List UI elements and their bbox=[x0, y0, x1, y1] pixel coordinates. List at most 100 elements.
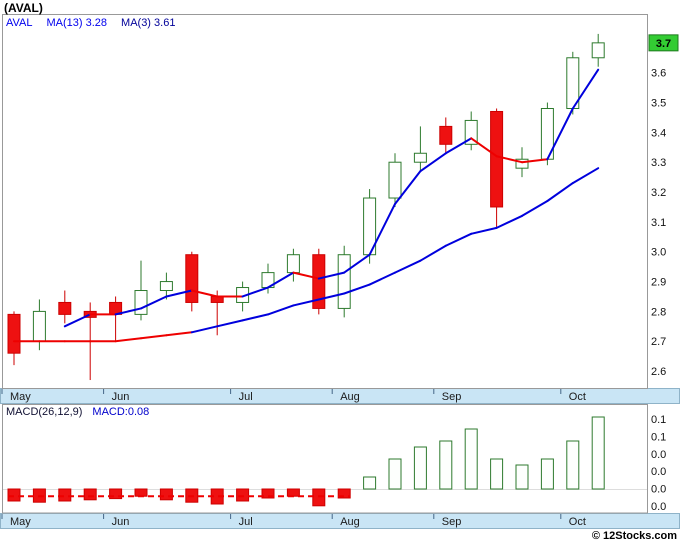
month-label: Aug bbox=[340, 391, 360, 403]
ma13-line-segment bbox=[190, 325, 219, 334]
ma3-line-segment bbox=[63, 313, 92, 328]
macd-bar-negative bbox=[109, 488, 123, 500]
macd-bar-negative bbox=[7, 488, 21, 502]
ma13-line bbox=[13, 167, 600, 343]
ma3-line-segment bbox=[165, 289, 193, 298]
macd-axis-label: 0.0 bbox=[651, 484, 666, 496]
ma3-line-segment bbox=[571, 68, 600, 110]
macd-bar-negative bbox=[312, 488, 326, 507]
ma3-line-segment bbox=[114, 307, 142, 316]
ma3-line-segment bbox=[394, 170, 422, 205]
macd-axis-label: 0.0 bbox=[651, 449, 666, 461]
month-label: Jul bbox=[239, 391, 253, 403]
ma13-line-segment bbox=[368, 271, 396, 286]
candle-body bbox=[312, 254, 326, 309]
macd-bar-positive bbox=[464, 428, 478, 490]
candle-body bbox=[464, 119, 478, 145]
macd-bar-positive bbox=[413, 446, 427, 490]
macd-bar-positive bbox=[591, 416, 605, 490]
macd-bars bbox=[7, 416, 605, 507]
macd-axis-label: 0.0 bbox=[651, 501, 666, 513]
price-label: 3.5 bbox=[651, 98, 666, 110]
price-plot-border bbox=[2, 14, 648, 389]
ma13-legend: MA(13) 3.28 bbox=[46, 17, 108, 29]
ma13-line-segment bbox=[495, 214, 523, 229]
macd-bar-negative bbox=[261, 488, 275, 499]
ma13-line-segment bbox=[317, 292, 346, 301]
ma3-line-segment bbox=[190, 289, 219, 298]
ma3-line-segment bbox=[470, 137, 498, 158]
price-label: 2.6 bbox=[651, 366, 666, 378]
ma13-line-segment bbox=[165, 331, 193, 337]
ma3-line-segment bbox=[521, 158, 549, 164]
candle-body bbox=[32, 310, 46, 342]
ma13-line-segment bbox=[267, 304, 295, 316]
ma13-line-segment bbox=[419, 244, 447, 262]
candle-body bbox=[159, 281, 173, 292]
ma3-line bbox=[63, 68, 600, 328]
candle-body bbox=[490, 110, 504, 208]
macd-bar-positive bbox=[388, 458, 402, 490]
ma3-line-segment bbox=[368, 202, 396, 256]
macd-value-label: MACD:0.08 bbox=[92, 406, 150, 418]
symbol-label: AVAL bbox=[6, 17, 33, 29]
macd-bar-negative bbox=[286, 488, 300, 497]
last-price-label: 3.7 bbox=[656, 38, 671, 50]
month-label: May bbox=[10, 391, 31, 403]
price-label: 3.0 bbox=[651, 247, 666, 259]
candles bbox=[7, 33, 605, 381]
ma3-line-segment bbox=[419, 152, 447, 173]
candle-body bbox=[134, 290, 148, 315]
ma13-line-segment bbox=[394, 259, 422, 274]
chart-title: (AVAL) bbox=[4, 1, 43, 15]
ma13-line-segment bbox=[546, 182, 574, 202]
candle-body bbox=[515, 158, 529, 169]
ma13-line-segment bbox=[140, 334, 168, 340]
price-label: 3.3 bbox=[651, 157, 666, 169]
price-legend: AVAL MA(13) 3.28 MA(3) 3.61 bbox=[6, 17, 175, 29]
ma3-legend: MA(3) 3.61 bbox=[121, 17, 176, 29]
candle-body bbox=[591, 42, 605, 59]
ma3-line-segment bbox=[241, 286, 269, 298]
candle-body bbox=[413, 152, 427, 163]
ma13-line-segment bbox=[521, 200, 549, 217]
macd-bar-positive bbox=[540, 458, 554, 490]
ma3-line-segment bbox=[546, 107, 574, 161]
ma13-line-segment bbox=[241, 313, 269, 322]
macd-axis-label: 0.0 bbox=[651, 466, 666, 478]
month-label: Jul bbox=[239, 516, 253, 528]
month-axis-band: May Jun Jul Aug Sep Oct bbox=[0, 513, 680, 529]
price-label: 2.8 bbox=[651, 306, 666, 318]
ma13-line-segment bbox=[444, 232, 473, 247]
ma13-line-segment bbox=[292, 298, 320, 307]
macd-legend: MACD(26,12,9) MACD:0.08 bbox=[6, 406, 149, 418]
ma3-line-segment bbox=[317, 271, 346, 280]
ma13-line-segment bbox=[114, 337, 142, 343]
macd-bar-positive bbox=[515, 464, 529, 490]
month-label: Sep bbox=[442, 516, 462, 528]
month-label: Jun bbox=[112, 516, 130, 528]
macd-bar-positive bbox=[439, 440, 453, 490]
macd-axis-labels: 0.1 0.1 0.0 0.0 0.0 0.0 bbox=[651, 414, 666, 513]
macd-params-label: MACD(26,12,9) bbox=[6, 406, 83, 418]
month-label: Oct bbox=[569, 516, 586, 528]
price-label: 3.6 bbox=[651, 68, 666, 80]
ma3-line-segment bbox=[444, 137, 473, 155]
candle-body bbox=[388, 161, 402, 199]
macd-bar-negative bbox=[58, 488, 72, 502]
price-axis-labels: 3.73.63.53.43.33.23.13.02.92.82.72.6 bbox=[651, 38, 666, 378]
month-label: May bbox=[10, 516, 31, 528]
ma3-line-segment bbox=[267, 271, 295, 289]
candle-body bbox=[286, 254, 300, 274]
month-label: Oct bbox=[569, 391, 586, 403]
candle-body bbox=[7, 313, 21, 354]
price-label: 2.7 bbox=[651, 336, 666, 348]
ma13-line-segment bbox=[216, 319, 244, 328]
month-label: Aug bbox=[340, 516, 360, 528]
macd-bar-negative bbox=[83, 488, 97, 501]
candle-body bbox=[58, 301, 72, 315]
candle-body bbox=[185, 254, 199, 303]
copyright-label: © 12Stocks.com bbox=[591, 530, 677, 542]
